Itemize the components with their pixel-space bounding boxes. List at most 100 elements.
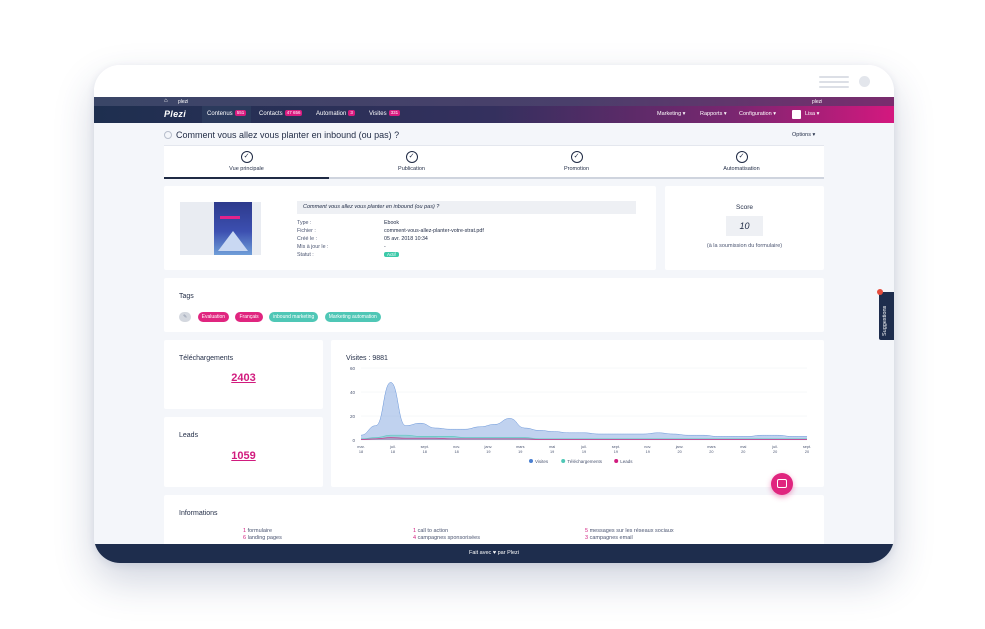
menu-configuration[interactable]: Configuration ▾ [739,111,777,117]
tab-underline [164,177,329,179]
x-tick-label: 19 [550,450,554,454]
plezi-logo[interactable]: Plezi [164,109,187,119]
tags-title: Tags [179,293,194,300]
menu-user[interactable]: Lisa ▾ [805,111,820,117]
tab-label: Publication [398,166,425,172]
content-title-field: Comment vous allez vous planter en inbou… [297,201,636,214]
x-tick-label: janv. [484,445,493,449]
hamburger-icon[interactable] [819,76,849,88]
field-value: Ebook [384,220,400,226]
leads-card: Leads 1059 [164,417,323,487]
tab-label: Vue principale [229,166,264,172]
x-tick-label: 19 [486,450,490,454]
menu-rapports[interactable]: Rapports ▾ [700,111,727,117]
informations-title: Informations [179,510,218,517]
legend-label: Visites [535,459,549,464]
info-item[interactable]: 1 formulaire [243,528,272,534]
suggestions-tab[interactable]: Suggestions [877,289,894,340]
status-badge: Actif [384,252,399,258]
file-link[interactable]: comment-vous-allez-planter-votre-strat.p… [384,228,484,234]
series-line-téléchargements [360,434,807,440]
menu-label: Configuration [739,111,772,117]
menu-marketing[interactable]: Marketing ▾ [657,111,686,117]
info-item[interactable]: 5 messages sur les réseaux sociaux [585,528,674,534]
nav-item-contenus[interactable]: Contenus 551 [202,106,252,123]
legend-dot [614,459,619,463]
chat-icon[interactable] [771,473,793,495]
edit-tags-icon[interactable]: ✎ [179,312,192,322]
back-icon[interactable] [164,131,172,139]
footer-text: Fait avec [468,550,492,556]
series-line-visites [360,382,807,437]
info-count: 3 [585,535,589,541]
info-label: messages sur les réseaux sociaux [589,528,674,534]
tag[interactable]: inbound marketing [269,312,319,322]
tab-label: Promotion [563,166,590,172]
nav-item-automation[interactable]: Automation 3 [311,106,360,123]
info-label: formulaire [247,528,273,534]
nav-item-contacts[interactable]: Contacts 47 656 [254,106,307,123]
tag[interactable]: Marketing automation [324,312,381,322]
info-item[interactable]: 3 campagnes email [585,535,633,541]
device-frame: ⌂ plezi plezi Plezi Contenus 551 Contacts… [94,65,894,563]
ebook-cover [214,202,252,255]
nav-badge: 3 [348,110,355,116]
info-label: campagnes sponsorisées [417,535,480,541]
info-item[interactable]: 1 call to action [413,528,448,534]
check-icon: ✓ [240,151,253,163]
x-tick-label: nov. [644,445,651,449]
step-tabs: ✓ Vue principale ✓ Publication ✓ Promotion … [164,145,824,179]
downloads-label: Téléchargements [179,355,234,362]
info-count: 1 [413,528,417,534]
info-count: 4 [413,535,417,541]
tags-list: ✎ Evaluation Français inbound marketing … [179,305,383,323]
x-tick-label: 20 [773,450,777,454]
home-icon[interactable]: ⌂ [164,98,168,104]
info-count: 6 [243,535,247,541]
nav-item-visites[interactable]: Visites 331 [364,106,405,123]
info-item[interactable]: 4 campagnes sponsorisées [413,535,480,541]
tab-promotion[interactable]: ✓ Promotion [494,146,659,179]
check-icon: ✓ [570,151,583,163]
camera-dot [859,76,870,87]
content-detail-card: Comment vous allez vous planter en inbou… [164,186,656,270]
series-area-visites [361,382,807,440]
info-count: 5 [585,528,589,534]
tab-publication[interactable]: ✓ Publication [329,146,494,179]
options-label: Options [792,132,811,138]
field-label: Mis à jour le : [297,244,329,250]
x-tick-label: mars [516,445,525,449]
leads-value[interactable]: 1059 [231,450,256,462]
tab-underline [329,177,494,179]
info-item[interactable]: 6 landing pages [243,535,282,541]
tab-automatisation[interactable]: ✓ Automatisation [659,146,824,179]
tag[interactable]: Evaluation [197,312,230,322]
nav-label: Automation [316,111,347,117]
nav-label: Visites [369,111,387,117]
x-tick-label: juil. [771,445,778,449]
tag[interactable]: Français [235,312,263,322]
tab-vue-principale[interactable]: ✓ Vue principale [164,146,329,179]
options-dropdown[interactable]: Options ▾ [792,132,816,138]
ebook-thumbnail[interactable] [180,202,261,255]
info-count: 1 [243,528,247,534]
x-tick-label: 20 [805,450,809,454]
menu-label: Lisa [805,111,816,117]
x-tick-label: 20 [709,450,713,454]
field-label: Statut : [297,252,314,258]
x-tick-label: sept. [803,445,811,449]
legend-label: Téléchargements [567,459,603,464]
avatar[interactable] [792,110,801,119]
leads-label: Leads [179,432,199,439]
score-card: Score 10 (à la soumission du formulaire) [665,186,824,270]
menu-label: Rapports [700,111,723,117]
notification-dot [877,289,883,295]
tab-underline [659,177,824,179]
legend-dot [529,459,533,463]
x-tick-label: mar. [357,445,364,449]
x-tick-label: 19 [646,450,650,454]
downloads-value[interactable]: 2403 [231,372,256,384]
y-tick-label: 60 [350,366,356,371]
info-label: landing pages [247,535,282,541]
y-tick-label: 0 [352,438,355,443]
